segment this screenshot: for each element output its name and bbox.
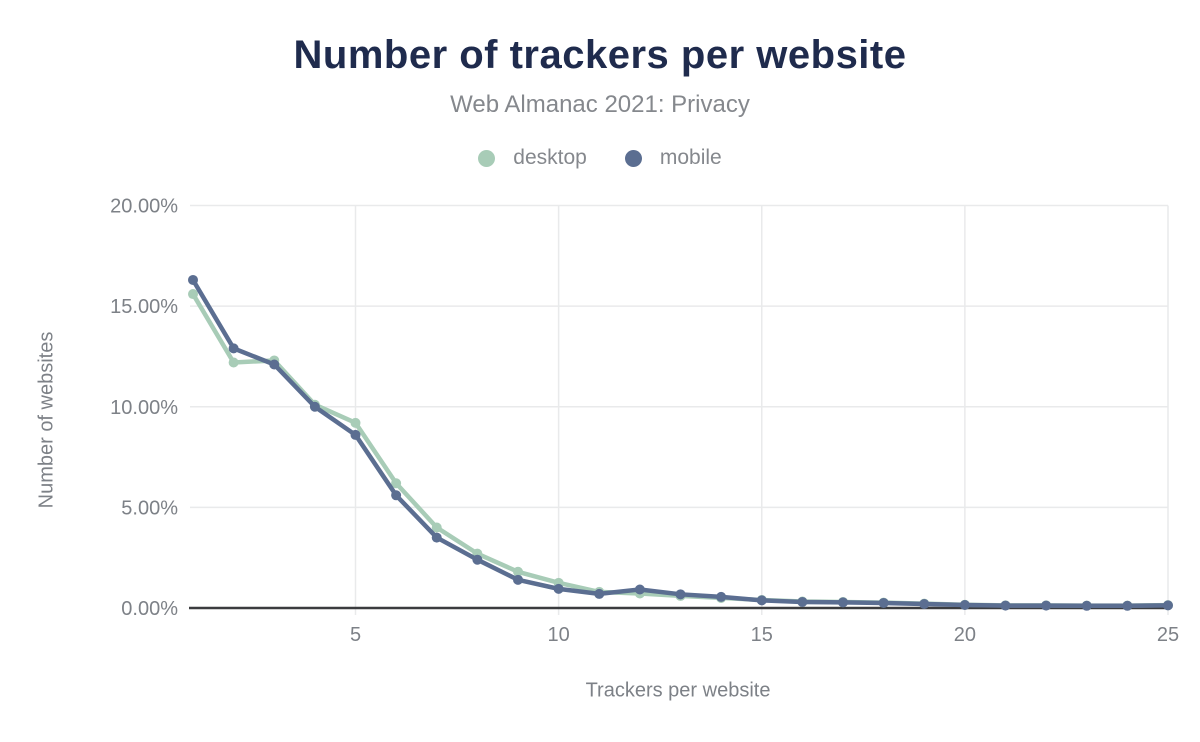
y-tick-label: 20.00% [110,196,178,218]
x-tick-label: 5 [350,624,361,646]
y-tick-label: 5.00% [121,497,178,519]
mobile-data-point [919,598,930,609]
legend: desktop mobile [0,146,1200,170]
x-tick-label: 15 [751,624,773,646]
x-tick-label: 20 [954,624,976,646]
mobile-data-point [1163,600,1173,611]
mobile-data-point [959,599,970,610]
mobile-data-point [716,591,727,602]
mobile-data-point [1081,600,1092,611]
mobile-data-point [797,596,808,607]
mobile-data-point [228,343,239,354]
mobile-data-point [472,554,483,565]
chart-subtitle: Web Almanac 2021: Privacy [450,91,750,118]
y-tick-label: 15.00% [110,296,178,318]
legend-item-desktop: desktop [478,146,587,170]
mobile-data-point [1122,600,1133,611]
desktop-data-point [188,289,198,300]
mobile-data-point [594,588,605,599]
mobile-data-point [309,401,320,412]
mobile-data-point [634,584,645,595]
mobile-data-point [391,490,402,501]
desktop-data-point [431,522,442,533]
x-axis-title: Trackers per website [585,679,771,702]
desktop-data-point [513,566,523,577]
mobile-data-point [675,589,686,600]
desktop-data-point [228,357,239,368]
mobile-data-point [431,532,442,543]
y-tick-label: 10.00% [110,397,178,419]
mobile-series-line [190,277,1171,609]
x-tick-label: 10 [548,624,570,646]
chart-title: Number of trackers per website [293,33,907,77]
y-axis-title: Number of websites [35,331,58,509]
x-tick-label: 25 [1157,624,1179,646]
mobile-data-point [513,574,523,585]
mobile-data-point [188,274,198,285]
mobile-data-point [878,597,889,608]
mobile-data-point [838,597,848,608]
mobile-data-point [1000,600,1011,611]
legend-label-desktop: desktop [513,146,587,169]
y-tick-label: 0.00% [121,598,178,620]
mobile-data-point [553,583,564,594]
desktop-series-line [190,291,1171,608]
mobile-series-dot-icon [624,149,642,167]
mobile-data-point [1041,600,1052,611]
legend-item-mobile: mobile [624,146,722,170]
desktop-series-dot-icon [478,149,496,167]
mobile-data-point [269,359,280,370]
desktop-data-point [350,417,361,428]
legend-label-mobile: mobile [659,146,722,169]
mobile-data-point [350,429,361,440]
mobile-data-point [756,595,767,606]
desktop-data-point [391,478,402,489]
